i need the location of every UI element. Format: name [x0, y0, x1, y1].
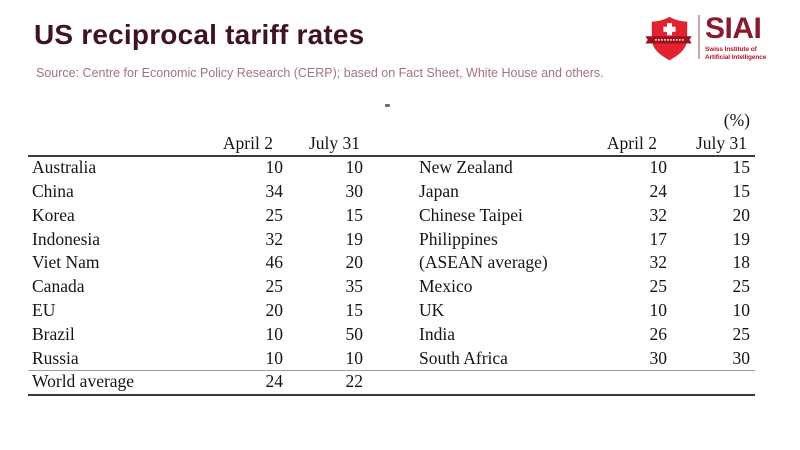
- row-country: Indonesia: [32, 228, 101, 249]
- logo-subtitle-line2: Artificial Intelligence: [705, 54, 767, 62]
- row-july31: 25: [732, 323, 751, 344]
- row-july31: 20: [345, 252, 364, 273]
- row-country: Canada: [32, 276, 85, 297]
- row-country: Viet Nam: [32, 252, 100, 273]
- row-country: India: [419, 323, 455, 344]
- row-country: Russia: [32, 347, 79, 368]
- row-country: New Zealand: [419, 157, 513, 178]
- row-july31: 15: [345, 299, 364, 320]
- row-april2: 25: [265, 204, 284, 225]
- row-country: Australia: [32, 157, 97, 178]
- row-country: South Africa: [419, 347, 508, 368]
- row-country: Chinese Taipei: [419, 204, 523, 225]
- row-april2: 17: [649, 228, 668, 249]
- table-left: April 2 July 31 Australia 10 10 China 34…: [28, 132, 365, 394]
- row-country: EU: [32, 299, 56, 320]
- row-april2: 10: [265, 157, 284, 178]
- logo-divider: [698, 15, 700, 59]
- row-july31: 18: [732, 252, 751, 273]
- row-april2: 10: [265, 347, 284, 368]
- footer-label: World average: [32, 371, 135, 392]
- row-country: Japan: [419, 180, 459, 201]
- source-note: Source: Centre for Economic Policy Resea…: [36, 66, 604, 80]
- unit-label: (%): [723, 110, 750, 130]
- row-april2: 10: [649, 157, 668, 178]
- table-header-rule: [28, 154, 755, 157]
- tariff-table: (%) April 2 July 31 Australia 10 10 Chin…: [28, 108, 755, 400]
- row-country: (ASEAN average): [419, 252, 548, 273]
- row-country: Philippines: [419, 228, 498, 249]
- swiss-shield-icon: [645, 16, 692, 61]
- footer-july31: 22: [345, 371, 364, 392]
- logo-text: SIAI Swiss Institute of Artificial Intel…: [705, 12, 766, 62]
- row-april2: 20: [265, 299, 284, 320]
- row-july31: 19: [345, 228, 364, 249]
- row-july31: 19: [732, 228, 751, 249]
- row-july31: 15: [345, 204, 364, 225]
- row-april2: 46: [265, 252, 284, 273]
- row-april2: 26: [649, 323, 668, 344]
- table-mid-rule: [28, 369, 755, 371]
- row-july31: 15: [732, 157, 751, 178]
- row-country: Brazil: [32, 323, 75, 344]
- row-july31: 15: [732, 180, 751, 201]
- row-july31: 10: [345, 347, 364, 368]
- row-country: UK: [419, 299, 445, 320]
- table-right: April 2 July 31 New Zealand 10 15 Japan …: [415, 132, 755, 370]
- row-july31: 50: [345, 323, 364, 344]
- row-country: Mexico: [419, 276, 473, 297]
- row-country: Korea: [32, 204, 75, 225]
- row-july31: 10: [345, 157, 364, 178]
- scan-artifact: [385, 104, 390, 107]
- column-header-april2: April 2: [606, 133, 657, 154]
- row-july31: 25: [732, 276, 751, 297]
- row-april2: 25: [649, 276, 668, 297]
- column-header-july31: July 31: [695, 133, 747, 154]
- row-july31: 10: [732, 299, 751, 320]
- column-header-july31: July 31: [308, 133, 360, 154]
- row-april2: 24: [649, 180, 668, 201]
- row-july31: 20: [732, 204, 751, 225]
- row-july31: 30: [345, 180, 364, 201]
- row-april2: 34: [265, 180, 284, 201]
- column-header-april2: April 2: [222, 133, 273, 154]
- page-title: US reciprocal tariff rates: [34, 19, 365, 50]
- row-country: China: [32, 180, 74, 201]
- footer-april2: 24: [265, 371, 284, 392]
- logo-acronym: SIAI: [705, 12, 762, 45]
- table-bottom-rule: [28, 393, 755, 396]
- row-april2: 25: [265, 276, 284, 297]
- row-july31: 35: [345, 276, 364, 297]
- row-april2: 30: [649, 347, 668, 368]
- row-april2: 32: [265, 228, 284, 249]
- row-april2: 10: [265, 323, 284, 344]
- logo-subtitle: Swiss Institute of Artificial Intelligen…: [705, 46, 766, 62]
- siai-logo: SIAI Swiss Institute of Artificial Intel…: [645, 12, 766, 64]
- logo-subtitle-line1: Swiss Institute of: [705, 46, 757, 53]
- row-april2: 32: [649, 204, 668, 225]
- row-july31: 30: [732, 347, 751, 368]
- row-april2: 32: [649, 252, 668, 273]
- row-april2: 10: [649, 299, 668, 320]
